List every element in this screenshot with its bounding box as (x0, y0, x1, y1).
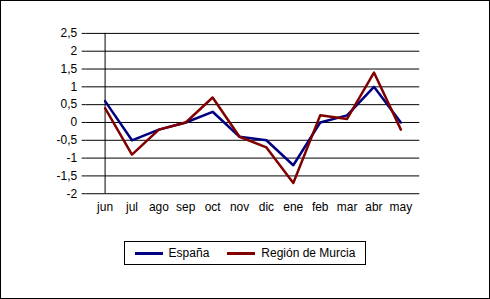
svg-text:-1,5: -1,5 (57, 169, 78, 183)
svg-text:ago: ago (149, 200, 169, 214)
svg-text:may: may (390, 200, 413, 214)
svg-text:sep: sep (176, 200, 196, 214)
svg-text:1: 1 (71, 80, 78, 94)
svg-text:2,5: 2,5 (61, 26, 78, 40)
svg-text:jul: jul (125, 200, 138, 214)
svg-text:jun: jun (96, 200, 113, 214)
html-text:España: España (168, 246, 210, 260)
svg-text:2: 2 (71, 44, 78, 58)
svg-text:1,5: 1,5 (61, 62, 78, 76)
svg-text:ene: ene (283, 200, 303, 214)
svg-text:0: 0 (71, 115, 78, 129)
svg-text:nov: nov (230, 200, 249, 214)
svg-text:-0,5: -0,5 (57, 133, 78, 147)
svg-text:mar: mar (337, 200, 358, 214)
svg-text:oct: oct (205, 200, 222, 214)
svg-text:-1: -1 (67, 151, 78, 165)
svg-text:-2: -2 (67, 187, 78, 201)
svg-text:abr: abr (365, 200, 382, 214)
svg-text:feb: feb (312, 200, 329, 214)
svg-text:0,5: 0,5 (61, 97, 78, 111)
svg-text:dic: dic (259, 200, 274, 214)
html-text:Región de Murcia: Región de Murcia (261, 246, 356, 260)
